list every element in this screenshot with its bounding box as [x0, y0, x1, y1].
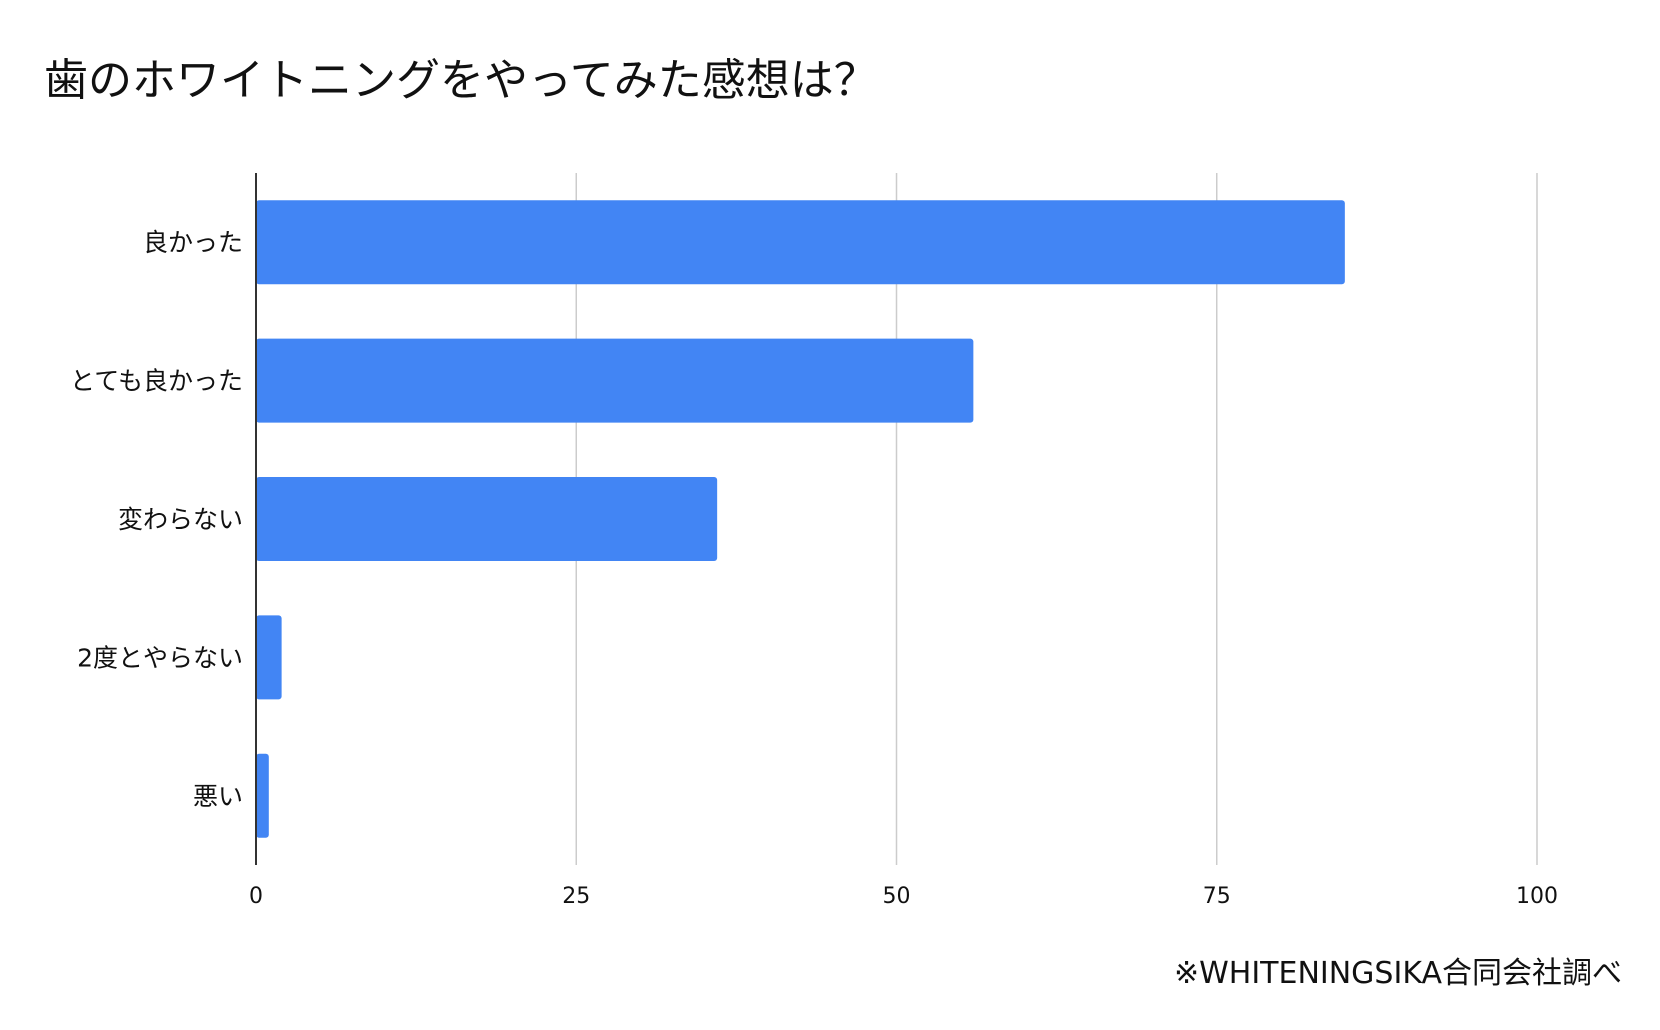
category-label-4: 悪い: [193, 782, 243, 811]
x-tick-label-50: 50: [883, 884, 911, 909]
bars: [256, 200, 1345, 838]
tick-labels: 0 25 50 75 100: [249, 884, 1558, 909]
bar-2: [256, 477, 718, 561]
chart-title: 歯のホワイトニングをやってみた感想は？: [44, 55, 878, 106]
category-label-3: 2度とやらない: [77, 643, 243, 672]
category-label-1: とても良かった: [70, 367, 243, 396]
x-tick-label-0: 0: [249, 884, 263, 909]
bar-3: [256, 615, 282, 700]
source-footnote: ※WHITENINGSIKA合同会社調べ: [1174, 956, 1622, 991]
x-tick-label-25: 25: [562, 884, 590, 909]
bar-4: [256, 753, 269, 838]
bar-1: [256, 338, 974, 423]
category-label-0: 良かった: [143, 228, 243, 257]
bar-0: [256, 200, 1345, 285]
x-tick-label-100: 100: [1516, 884, 1558, 909]
category-label-2: 変わらない: [118, 505, 243, 534]
x-tick-label-75: 75: [1203, 884, 1231, 909]
